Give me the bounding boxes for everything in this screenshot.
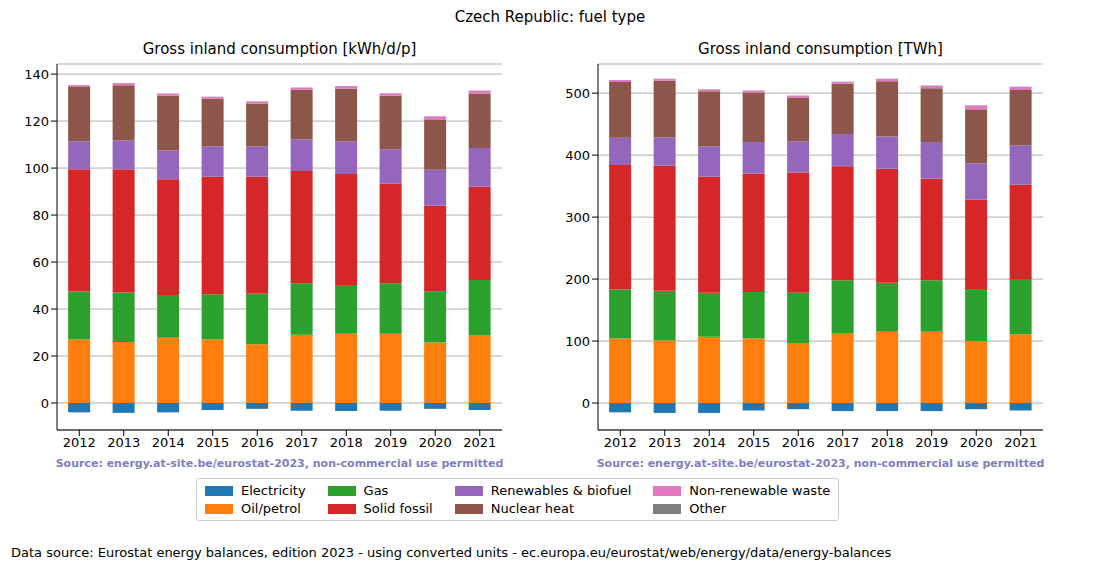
svg-text:500: 500 <box>565 86 590 101</box>
svg-text:140: 140 <box>24 67 49 82</box>
html-text:Oil/petrol: Oil/petrol <box>241 501 301 516</box>
html-text:Other: Other <box>689 501 727 516</box>
svg-text:2016: 2016 <box>241 435 274 450</box>
svg-text:2017: 2017 <box>285 435 318 450</box>
svg-text:2018: 2018 <box>330 435 363 450</box>
svg-text:2016: 2016 <box>782 435 815 450</box>
html-text:Solid fossil: Solid fossil <box>363 501 433 516</box>
svg-text:300: 300 <box>565 210 590 225</box>
svg-text:20: 20 <box>32 349 49 364</box>
svg-text:2020: 2020 <box>960 435 993 450</box>
html-text:Gross inland consumption [TWh]: Gross inland consumption [TWh] <box>698 40 943 58</box>
svg-text:2019: 2019 <box>374 435 407 450</box>
html-text:Source: energy.at-site.be/euro: Source: energy.at-site.be/eurostat-2023,… <box>596 457 1045 470</box>
svg-text:2012: 2012 <box>63 435 96 450</box>
html-text:Electricity: Electricity <box>241 483 306 498</box>
svg-text:60: 60 <box>32 255 49 270</box>
html-text:Source: energy.at-site.be/euro: Source: energy.at-site.be/eurostat-2023,… <box>55 457 504 470</box>
svg-text:100: 100 <box>24 161 49 176</box>
html-text:Czech Republic: fuel type: Czech Republic: fuel type <box>454 8 646 26</box>
svg-text:2014: 2014 <box>693 435 726 450</box>
svg-text:2019: 2019 <box>915 435 948 450</box>
html-text:Renewables & biofuel: Renewables & biofuel <box>490 483 632 498</box>
svg-text:2013: 2013 <box>648 435 681 450</box>
svg-text:2015: 2015 <box>737 435 770 450</box>
svg-text:2015: 2015 <box>196 435 229 450</box>
svg-text:0: 0 <box>41 396 49 411</box>
svg-text:2020: 2020 <box>419 435 452 450</box>
svg-text:0: 0 <box>582 396 590 411</box>
html-text:Nuclear heat: Nuclear heat <box>490 501 575 516</box>
svg-text:2014: 2014 <box>152 435 185 450</box>
html-text:Gross inland consumption [kWh/: Gross inland consumption [kWh/d/p] <box>142 40 417 58</box>
svg-text:120: 120 <box>24 114 49 129</box>
svg-text:2013: 2013 <box>107 435 140 450</box>
svg-text:400: 400 <box>565 148 590 163</box>
svg-text:2012: 2012 <box>604 435 637 450</box>
svg-text:2017: 2017 <box>826 435 859 450</box>
html-text:Data source: Eurostat energy b: Data source: Eurostat energy balances, e… <box>11 545 892 560</box>
svg-text:100: 100 <box>565 334 590 349</box>
svg-text:200: 200 <box>565 272 590 287</box>
svg-text:40: 40 <box>32 302 49 317</box>
html-text:Gas: Gas <box>363 483 389 498</box>
html-text:Non-renewable waste: Non-renewable waste <box>689 483 831 498</box>
svg-text:2021: 2021 <box>463 435 496 450</box>
svg-text:2018: 2018 <box>871 435 904 450</box>
svg-text:80: 80 <box>32 208 49 223</box>
svg-text:2021: 2021 <box>1004 435 1037 450</box>
